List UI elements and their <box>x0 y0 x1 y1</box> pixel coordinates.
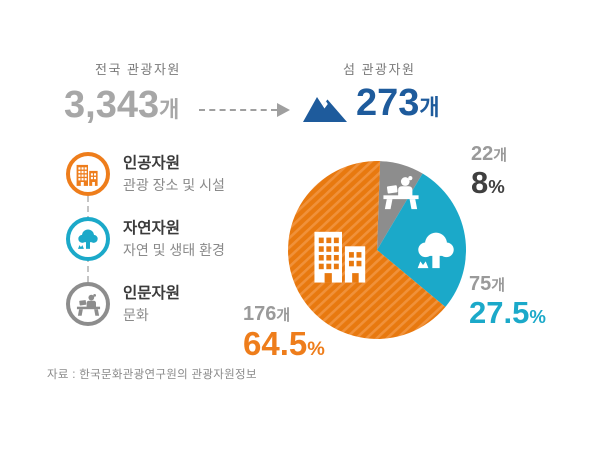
tree-icon <box>78 229 98 249</box>
humanities-count: 22 <box>471 143 494 165</box>
pie-chart-svg <box>288 161 467 339</box>
national-total-value: 3,343개 <box>64 86 179 124</box>
artificial-percent-sign: % <box>307 338 325 360</box>
mountain-icon <box>303 97 347 122</box>
buildings-icon <box>314 231 366 283</box>
pie-slice-artificial <box>288 161 446 339</box>
arrow-head-icon <box>277 103 290 117</box>
label-humanities: 22개 8% <box>471 144 507 200</box>
legend-desc-natural: 자연 및 생태 환경 <box>123 241 225 258</box>
label-artificial: 176개 64.5% <box>243 304 325 362</box>
pie-slice-humanities <box>377 161 423 250</box>
tree-icon <box>417 232 454 269</box>
island-total-value: 273개 <box>356 84 440 122</box>
legend-circle-artificial <box>66 152 110 196</box>
buildings-icon <box>76 164 98 186</box>
legend-item-natural: 자연자원 자연 및 생태 환경 <box>66 217 225 261</box>
natural-count-unit: 개 <box>491 277 506 294</box>
desk-person-icon <box>76 293 100 316</box>
artificial-percent: 64.5 <box>243 325 308 362</box>
legend-title-humanities: 인문자원 <box>123 285 181 302</box>
legend-circle-humanities <box>66 282 110 326</box>
pie-chart <box>288 161 467 339</box>
national-total-label: 전국 관광자원 <box>95 62 181 77</box>
legend-title-natural: 자연자원 <box>123 220 181 237</box>
artificial-count: 176 <box>243 303 277 325</box>
natural-count: 75 <box>469 273 492 295</box>
legend-circle-natural <box>66 217 110 261</box>
legend-item-humanities: 인문자원 문화 <box>66 282 180 326</box>
humanities-count-unit: 개 <box>493 147 508 164</box>
desk-person-icon <box>383 176 419 210</box>
arrow-dashed-line <box>199 109 277 111</box>
artificial-count-unit: 개 <box>276 307 291 324</box>
humanities-percent-sign: % <box>488 176 505 197</box>
national-total-unit: 개 <box>159 97 180 122</box>
national-total-number: 3,343 <box>64 84 160 126</box>
legend-title-artificial: 인공자원 <box>123 155 181 172</box>
natural-percent: 27.5 <box>469 295 530 330</box>
island-total-unit: 개 <box>419 95 440 120</box>
pie-slice-natural <box>377 173 467 307</box>
natural-percent-sign: % <box>529 306 546 327</box>
island-total-label: 섬 관광자원 <box>343 62 416 77</box>
legend-item-artificial: 인공자원 관광 장소 및 시설 <box>66 152 225 196</box>
humanities-percent: 8 <box>471 165 489 200</box>
island-total-number: 273 <box>356 82 420 124</box>
label-natural: 75개 27.5% <box>469 274 546 330</box>
source-text: 자료 : 한국문화관광연구원의 관광자원정보 <box>47 369 257 381</box>
legend-desc-artificial: 관광 장소 및 시설 <box>123 176 225 193</box>
legend-desc-humanities: 문화 <box>123 306 149 323</box>
